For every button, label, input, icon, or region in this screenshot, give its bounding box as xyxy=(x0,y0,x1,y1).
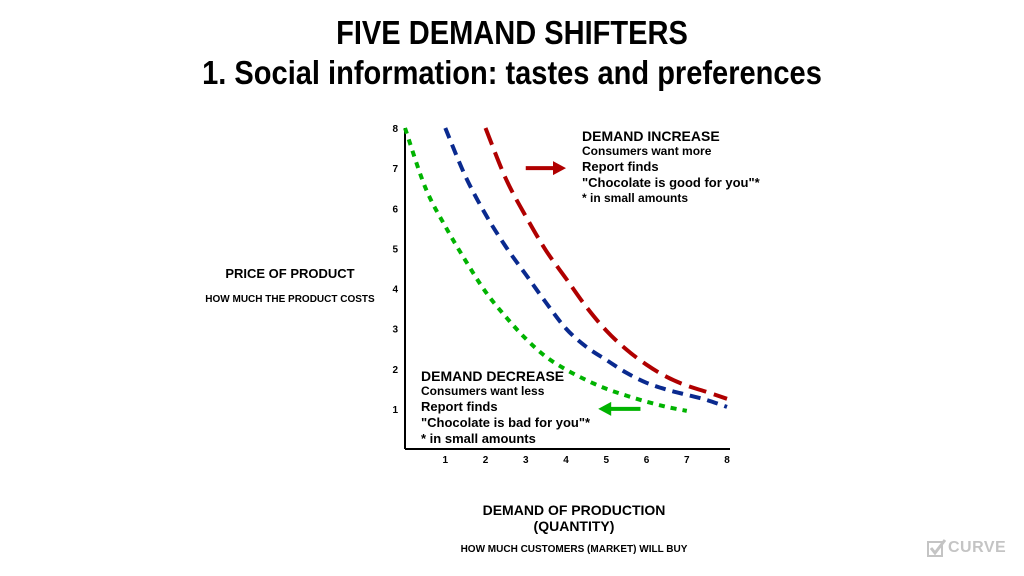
y-tick-label: 5 xyxy=(392,244,398,255)
y-tick-label: 1 xyxy=(392,405,398,416)
increase-heading: DEMAND INCREASE xyxy=(582,128,720,144)
increase-line-3: "Chocolate is good for you"* xyxy=(582,175,760,190)
x-tick-label: 6 xyxy=(644,455,650,466)
demand-decrease-annotation: DEMAND DECREASE Consumers want less Repo… xyxy=(421,368,590,447)
y-axis-sublabel: HOW MUCH THE PRODUCT COSTS xyxy=(205,294,375,305)
decrease-line-1: Consumers want less xyxy=(421,384,545,398)
x-tick-label: 2 xyxy=(483,455,489,466)
decrease-arrow-head xyxy=(598,401,612,416)
increase-line-2: Report finds xyxy=(582,159,659,174)
increase-line-4: * in small amounts xyxy=(582,191,689,205)
y-tick-label: 7 xyxy=(392,164,398,175)
x-tick-label: 5 xyxy=(603,455,609,466)
y-tick-label: 3 xyxy=(392,325,398,336)
y-tick-label: 2 xyxy=(392,365,398,376)
curve-logo: CURVE xyxy=(926,536,1006,562)
decrease-line-4: * in small amounts xyxy=(421,431,536,446)
demand-increase-annotation: DEMAND INCREASE Consumers want more Repo… xyxy=(582,128,760,206)
x-axis-label-line-2: (QUANTITY) xyxy=(533,518,615,534)
tick-labels: 1 2 3 4 5 6 7 8 1 2 3 4 5 6 7 8 xyxy=(392,124,730,466)
x-tick-label: 7 xyxy=(684,455,690,466)
increase-arrow xyxy=(525,161,566,176)
x-tick-label: 1 xyxy=(442,455,448,466)
x-tick-label: 8 xyxy=(724,455,730,466)
decrease-arrow xyxy=(598,401,641,416)
y-tick-label: 8 xyxy=(392,124,398,135)
increase-arrow-head xyxy=(553,161,566,176)
y-tick-label: 4 xyxy=(392,285,398,296)
chart-subtitle: 1. Social information: tastes and prefer… xyxy=(202,54,822,91)
increased-demand-curve xyxy=(483,127,728,401)
demand-curves xyxy=(403,127,728,413)
decreased-demand-curve xyxy=(403,127,688,413)
original-demand-curve xyxy=(443,127,728,409)
y-tick-label: 6 xyxy=(392,204,398,215)
x-tick-label: 3 xyxy=(523,455,529,466)
checkbox-icon xyxy=(927,539,947,557)
logo-text: CURVE xyxy=(948,539,1007,556)
decrease-line-3: "Chocolate is bad for you"* xyxy=(421,415,591,430)
chart-title: FIVE DEMAND SHIFTERS xyxy=(336,14,688,51)
x-axis-label: DEMAND OF PRODUCTION (QUANTITY) xyxy=(424,502,724,534)
decrease-line-2: Report finds xyxy=(421,399,498,414)
shift-arrows xyxy=(525,161,641,416)
x-axis-label-line-1: DEMAND OF PRODUCTION xyxy=(482,502,666,518)
x-axis-sublabel: HOW MUCH CUSTOMERS (MARKET) WILL BUY xyxy=(460,544,688,555)
x-tick-label: 4 xyxy=(563,455,569,466)
y-axis-label: PRICE OF PRODUCT xyxy=(225,266,355,281)
decrease-heading: DEMAND DECREASE xyxy=(421,368,565,384)
increase-line-1: Consumers want more xyxy=(582,144,712,158)
axes xyxy=(404,128,730,450)
